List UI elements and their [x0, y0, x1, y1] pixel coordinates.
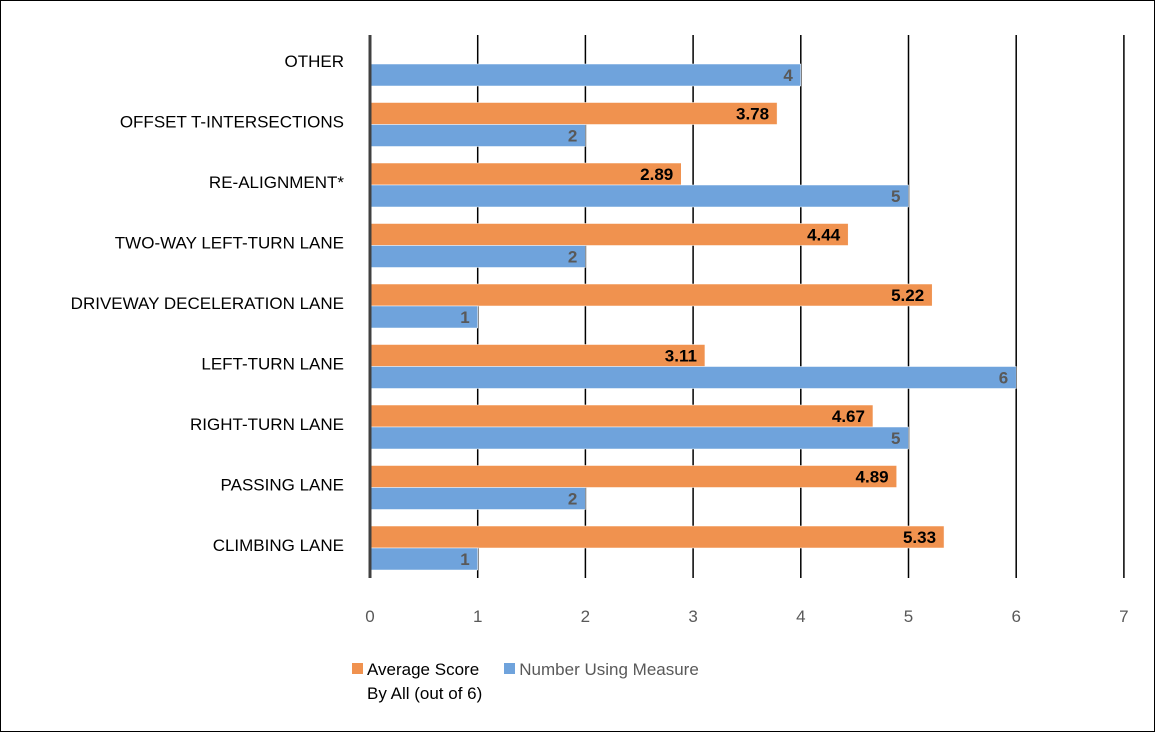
legend-item-number-using: Number Using Measure	[504, 658, 699, 706]
data-label-number-using: 2	[568, 127, 577, 146]
category-label: DRIVEWAY DECELERATION LANE	[71, 294, 344, 313]
bar-number-using	[369, 245, 586, 268]
bar-number-using	[369, 487, 586, 510]
category-label: RIGHT-TURN LANE	[190, 415, 344, 434]
data-label-number-using: 5	[891, 429, 900, 448]
data-label-number-using: 4	[783, 66, 793, 85]
legend-label-average-score: Average Score By All (out of 6)	[367, 660, 483, 703]
legend-label-number-using: Number Using Measure	[519, 660, 699, 679]
data-label-number-using: 1	[460, 308, 469, 327]
category-label: OFFSET T-INTERSECTIONS	[120, 113, 344, 132]
data-label-number-using: 6	[999, 369, 1008, 388]
data-label-average-score: 3.78	[736, 105, 769, 124]
bar-number-using	[369, 63, 802, 87]
x-tick-label: 7	[1119, 607, 1128, 626]
bar-average-score	[369, 525, 945, 549]
x-tick-label: 0	[365, 607, 374, 626]
x-tick-label: 6	[1011, 607, 1020, 626]
bar-average-score	[369, 283, 933, 307]
x-tick-label: 5	[904, 607, 913, 626]
bar-number-using	[369, 124, 586, 147]
bar-average-score	[369, 162, 682, 186]
data-label-average-score: 4.44	[807, 226, 841, 245]
x-tick-label: 1	[473, 607, 482, 626]
bars: 4 3.78 2 2.89 5 4.44 2 5.22 1 3.11 6 4.67 5 4.89 2 5.33…	[369, 63, 1017, 571]
data-label-number-using: 2	[568, 490, 577, 509]
category-label: TWO-WAY LEFT-TURN LANE	[115, 234, 344, 253]
x-tick-label: 2	[581, 607, 590, 626]
data-label-average-score: 5.22	[891, 286, 924, 305]
legend: Average Score By All (out of 6) Number U…	[352, 658, 699, 706]
data-label-average-score: 5.33	[903, 528, 936, 547]
bar-number-using	[369, 184, 909, 208]
x-axis-tick-labels: 0 1 2 3 4 5 6 7	[365, 607, 1128, 626]
bar-average-score	[369, 465, 897, 488]
data-label-number-using: 5	[891, 187, 900, 206]
category-labels: OTHER OFFSET T-INTERSECTIONS RE-ALIGNMENT*…	[71, 52, 345, 555]
data-label-number-using: 2	[568, 248, 577, 267]
category-label: PASSING LANE	[221, 476, 344, 495]
bar-average-score	[369, 102, 778, 125]
data-label-average-score: 4.89	[856, 468, 889, 487]
legend-item-average-score: Average Score By All (out of 6)	[352, 658, 482, 706]
category-label: OTHER	[285, 52, 345, 71]
bar-average-score	[369, 344, 706, 367]
data-label-number-using: 1	[460, 550, 469, 569]
x-tick-label: 3	[688, 607, 697, 626]
bar-average-score	[369, 404, 874, 428]
data-label-average-score: 4.67	[832, 407, 865, 426]
data-label-average-score: 2.89	[640, 165, 673, 184]
legend-swatch-number-using	[504, 663, 516, 674]
bar-number-using	[369, 426, 909, 450]
legend-swatch-average-score	[352, 663, 363, 674]
category-label: LEFT-TURN LANE	[201, 355, 344, 374]
bar-number-using	[369, 366, 1017, 389]
category-label: RE-ALIGNMENT*	[209, 173, 344, 192]
bar-average-score	[369, 223, 849, 246]
x-tick-label: 4	[796, 607, 805, 626]
data-label-average-score: 3.11	[665, 347, 697, 366]
category-label: CLIMBING LANE	[213, 536, 344, 555]
